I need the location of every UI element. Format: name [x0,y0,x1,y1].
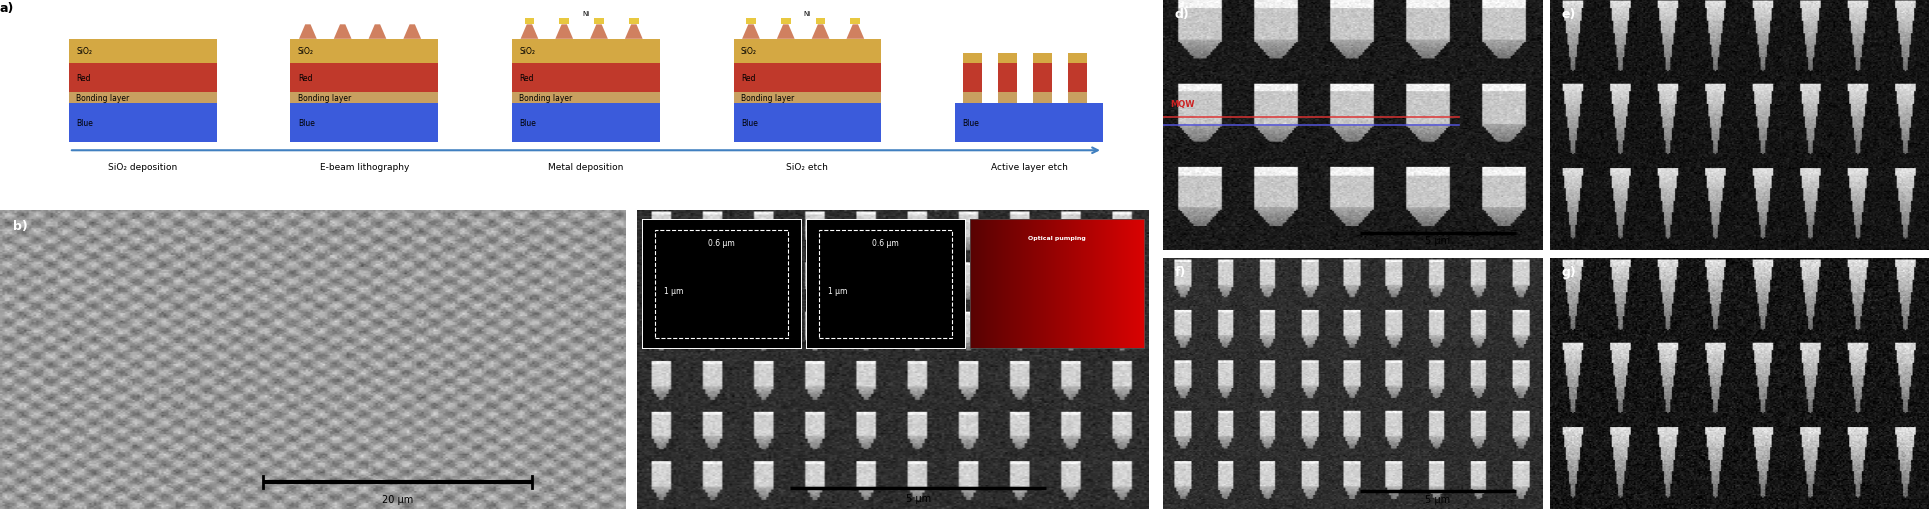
Polygon shape [812,25,829,40]
Text: SiO₂ etch: SiO₂ etch [787,163,828,172]
Text: SiO₂ deposition: SiO₂ deposition [108,163,177,172]
Polygon shape [403,25,421,40]
Polygon shape [743,25,760,40]
Text: Ni: Ni [583,11,590,17]
Bar [997,64,1017,93]
Bar [69,40,216,64]
Text: SiO₂: SiO₂ [741,47,756,56]
Text: Red: Red [741,73,756,82]
Bar [733,93,882,104]
Bar [525,19,534,25]
Text: Active layer etch: Active layer etch [992,163,1067,172]
Text: Red: Red [297,73,312,82]
Bar [291,64,438,93]
Text: Blue: Blue [519,119,536,128]
Bar [1032,54,1051,64]
Text: Blue: Blue [77,119,93,128]
Text: g): g) [1561,266,1576,279]
Bar [733,40,882,64]
Text: 5 μm: 5 μm [1426,494,1451,504]
Text: SiO₂: SiO₂ [77,47,93,56]
Text: d): d) [1175,8,1190,20]
Text: Red: Red [77,73,91,82]
Bar [963,93,982,104]
Bar [1032,64,1051,93]
Bar [511,40,660,64]
Text: a): a) [0,2,14,15]
Bar [747,19,756,25]
Bar [559,19,569,25]
Text: Bonding layer: Bonding layer [77,94,129,103]
Bar [781,19,791,25]
Polygon shape [625,25,642,40]
Bar [955,104,1103,143]
Bar [291,40,438,64]
Text: Red: Red [519,73,534,82]
Text: SiO₂: SiO₂ [297,47,314,56]
Polygon shape [556,25,573,40]
Text: Bonding layer: Bonding layer [297,94,351,103]
Bar [1069,93,1088,104]
Text: 20 μm: 20 μm [382,494,413,504]
Bar [69,93,216,104]
Bar [733,64,882,93]
Polygon shape [521,25,538,40]
Bar [1069,64,1088,93]
Text: Bonding layer: Bonding layer [741,94,795,103]
Bar [291,93,438,104]
Text: 5 μm: 5 μm [907,493,932,503]
Bar [629,19,638,25]
Text: Bonding layer: Bonding layer [519,94,573,103]
Bar [963,54,982,64]
Text: Ni: Ni [804,11,810,17]
Text: E-beam lithography: E-beam lithography [320,163,409,172]
Bar [69,104,216,143]
Text: Blue: Blue [963,119,980,128]
Bar [997,93,1017,104]
Bar [733,104,882,143]
Bar [511,64,660,93]
Polygon shape [777,25,795,40]
Bar [511,93,660,104]
Text: f): f) [1175,266,1186,279]
Bar [511,104,660,143]
Bar [1032,93,1051,104]
Bar [594,19,604,25]
Bar [851,19,860,25]
Text: Blue: Blue [741,119,758,128]
Text: Metal deposition: Metal deposition [548,163,623,172]
Text: b): b) [12,220,27,233]
Bar [1069,54,1088,64]
Polygon shape [334,25,351,40]
Text: Blue: Blue [297,119,314,128]
Polygon shape [299,25,316,40]
Bar [291,104,438,143]
Text: c): c) [648,220,660,233]
Text: SiO₂: SiO₂ [519,47,536,56]
Text: MQW: MQW [1171,100,1196,109]
Polygon shape [368,25,386,40]
Bar [963,64,982,93]
Polygon shape [847,25,864,40]
Text: e): e) [1561,8,1576,20]
Polygon shape [590,25,608,40]
Bar [69,64,216,93]
Bar [816,19,826,25]
Bar [997,54,1017,64]
Text: 5 μm: 5 μm [1426,236,1451,246]
